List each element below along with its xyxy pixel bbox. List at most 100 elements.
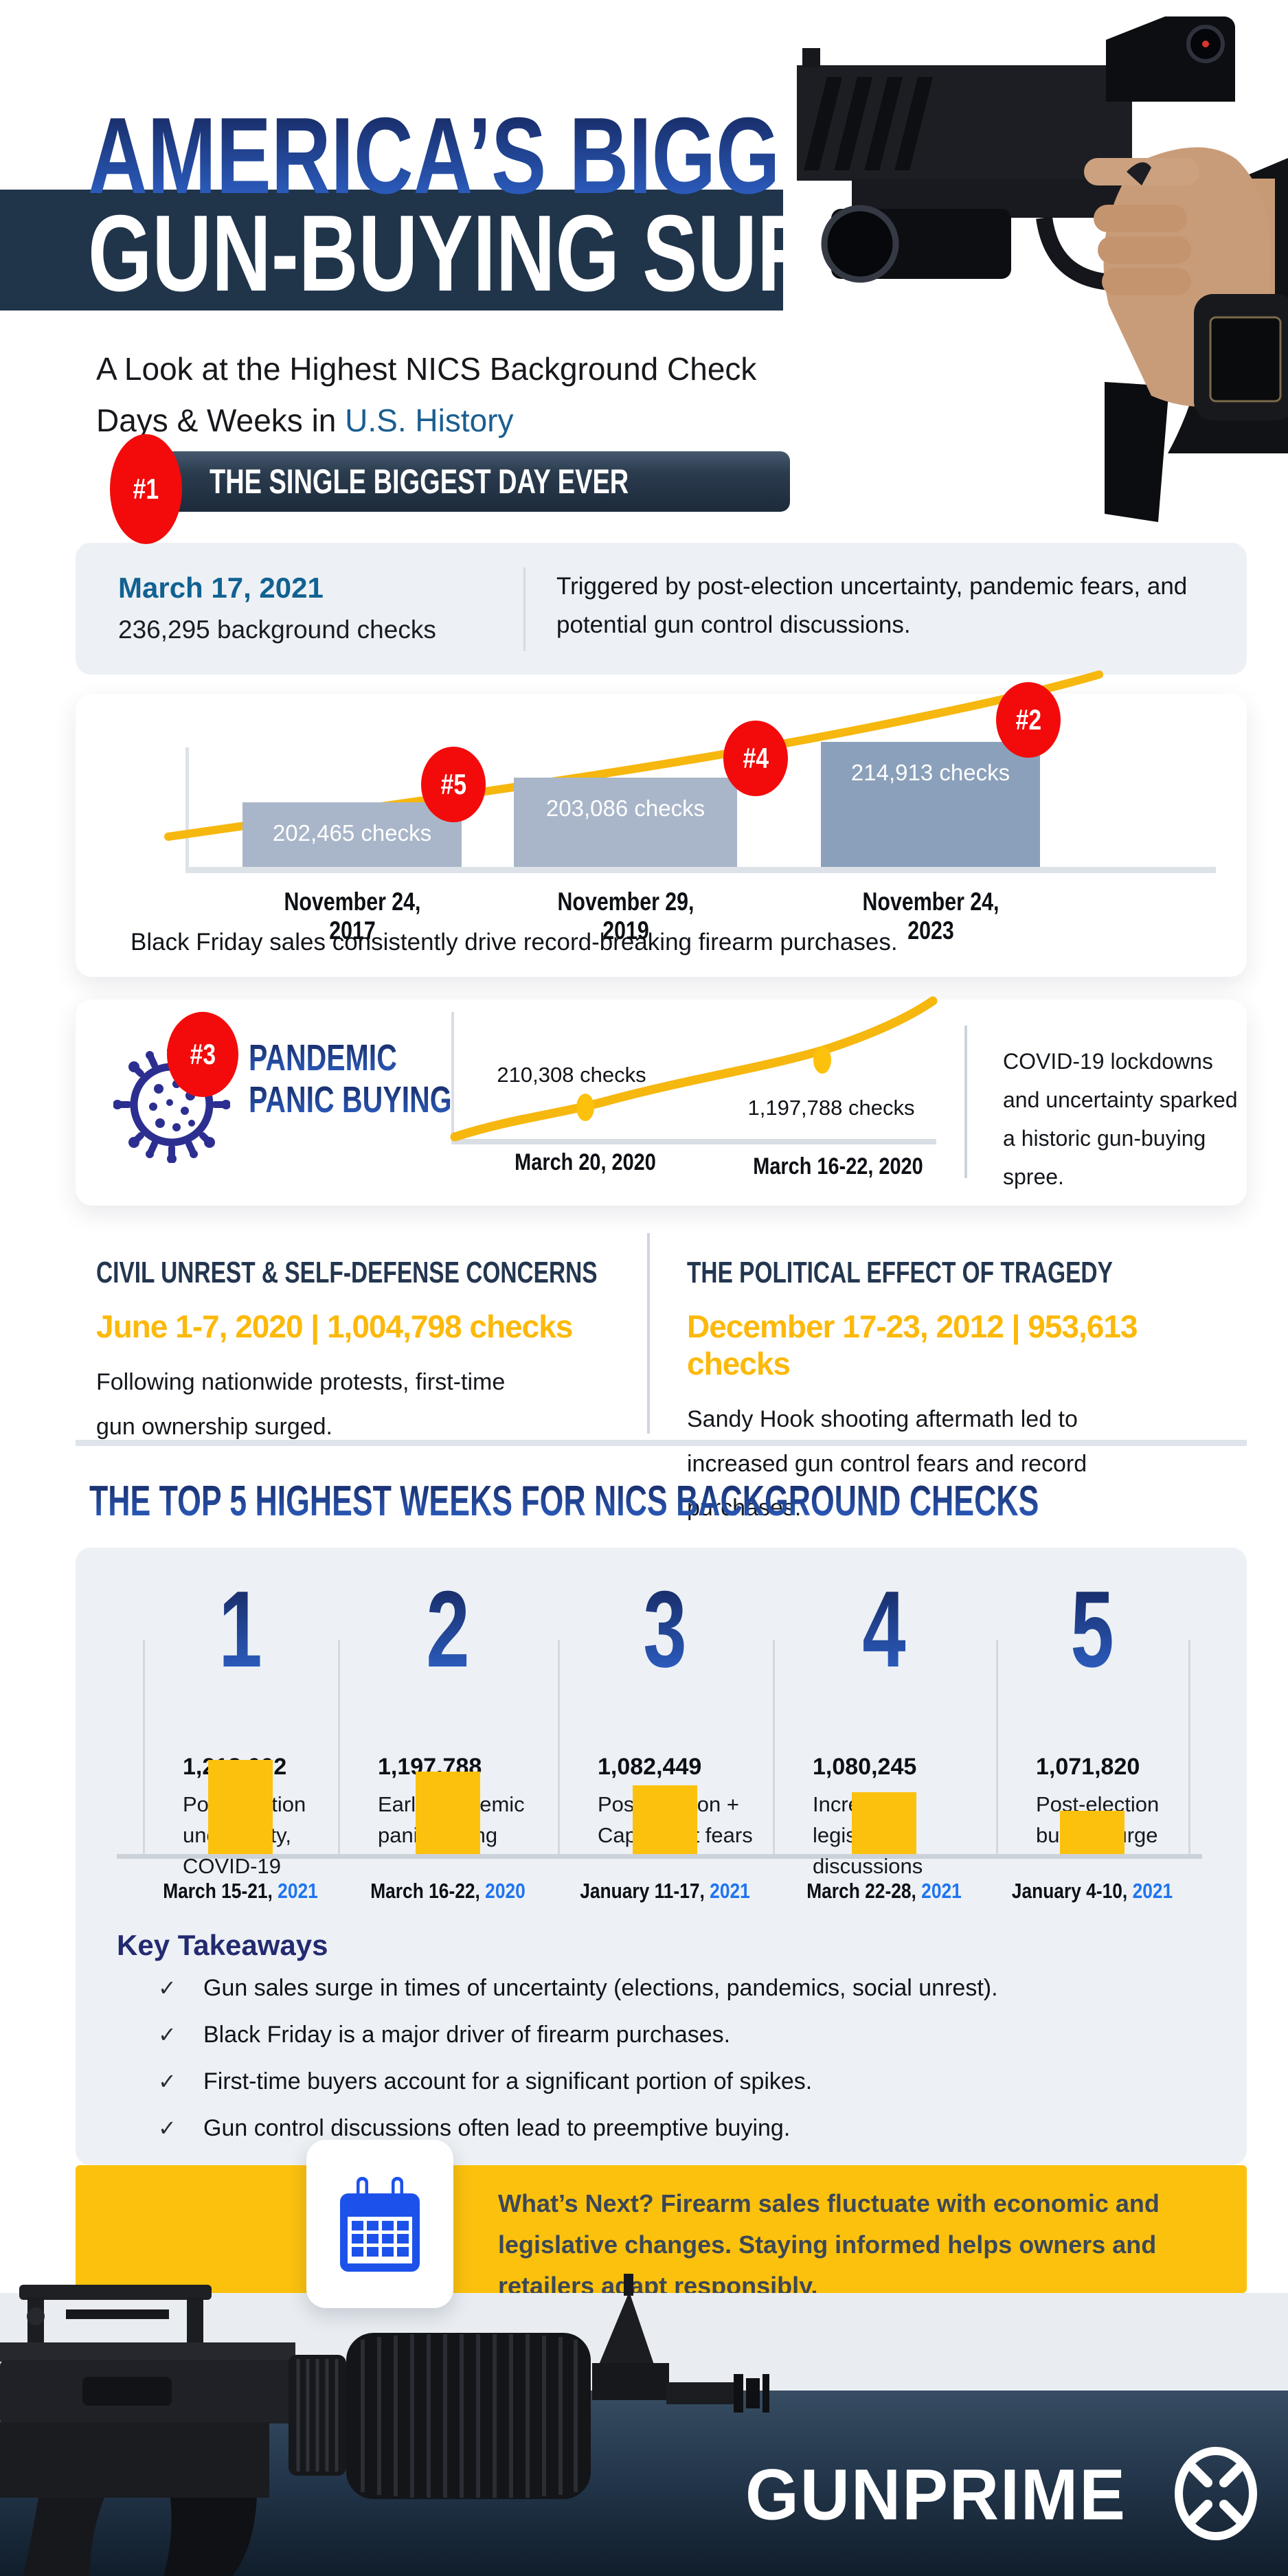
- date-text: January 11-17,: [580, 1879, 710, 1903]
- point-date-label: March 16-22, 2020: [753, 1153, 923, 1179]
- rifle-photo: [0, 2274, 769, 2576]
- title-band: [0, 190, 815, 310]
- pandemic-points: 210,308 checks March 20, 2020 1,197,788 ch…: [76, 999, 1247, 1206]
- rank1-badge: #1: [110, 434, 182, 544]
- y-axis: [185, 747, 189, 871]
- date-text: March 15-21,: [163, 1879, 278, 1903]
- date-year: 2020: [485, 1879, 526, 1903]
- week-date: January 11-17, 2021: [578, 1879, 753, 1903]
- takeaway-text: Gun control discussions often lead to pr…: [203, 2115, 791, 2141]
- week-date: March 22-28, 2021: [797, 1879, 972, 1903]
- pandemic-card: #3 PANDEMIC PANIC BUYING 210,308 checks M…: [76, 996, 1247, 1206]
- rank-number: 5: [1052, 1575, 1131, 1684]
- subtitle-text: A Look at the Highest NICS Background Ch…: [96, 351, 757, 438]
- event-stat: December 17-23, 2012 | 953,613 checks: [687, 1309, 1138, 1381]
- bar: [416, 1772, 480, 1854]
- takeaway-item: ✓ Gun control discussions often lead to p…: [158, 2115, 790, 2142]
- page-subtitle: A Look at the Highest NICS Background Ch…: [96, 343, 783, 446]
- bar: [633, 1785, 697, 1854]
- biggest-day-description: Triggered by post-election uncertainty, …: [556, 573, 1188, 638]
- pandemic-description: COVID-19 lockdowns and uncertainty spark…: [1003, 1049, 1238, 1189]
- rank3-badge: #3: [167, 1012, 238, 1097]
- bar: 203,086 checks: [514, 778, 737, 867]
- rank-number: 1: [201, 1575, 280, 1684]
- check-icon: ✓: [158, 2022, 177, 2047]
- week-date: March 16-22, 2020: [361, 1879, 536, 1903]
- pandemic-title-line2: PANIC BUYING: [249, 1079, 452, 1121]
- top5-heading: THE TOP 5 HIGHEST WEEKS FOR NICS BACKGRO…: [89, 1477, 1288, 1526]
- pistol-illustration: [783, 0, 1288, 522]
- single-biggest-day-card: March 17, 2021 236,295 background checks…: [76, 543, 1247, 675]
- calendar-icon-box: [306, 2140, 453, 2308]
- section-divider: [76, 1440, 1247, 1446]
- top5-card: 11,218,002Post-election uncertainty, COV…: [76, 1548, 1247, 2165]
- data-point: [576, 1094, 594, 1121]
- date-text: January 4-10,: [1011, 1879, 1133, 1903]
- bar: 202,465 checks: [242, 802, 462, 867]
- data-point: [813, 1046, 831, 1074]
- event-tragedy: THE POLITICAL EFFECT OF TRAGEDY December…: [687, 1256, 1209, 1530]
- week-value: 1,082,449: [598, 1754, 702, 1780]
- biggest-day-date: March 17, 2021: [118, 572, 324, 604]
- takeaway-item: ✓ Black Friday is a major driver of firea…: [158, 2022, 730, 2048]
- rifle-illustration: [0, 2274, 769, 2576]
- top5-columns: 11,218,002Post-election uncertainty, COV…: [76, 1548, 1247, 2165]
- date-year: 2021: [921, 1879, 962, 1903]
- pistol-photo: [783, 0, 1288, 529]
- check-icon: ✓: [158, 1976, 177, 2000]
- event-heading: CIVIL UNREST & SELF-DEFENSE CONCERNS: [96, 1256, 598, 1289]
- takeaway-item: ✓ Gun sales surge in times of uncertainty…: [158, 1975, 998, 2002]
- rank-badge-label: #4: [743, 742, 769, 774]
- rank-number: 3: [625, 1575, 704, 1684]
- column-divider: [1188, 1640, 1190, 1854]
- column-divider: [773, 1640, 775, 1854]
- bar: 214,913 checks: [821, 742, 1040, 867]
- calendar-icon: [340, 2176, 420, 2272]
- pandemic-title: PANDEMIC PANIC BUYING: [249, 1037, 516, 1121]
- x-axis: [451, 1139, 936, 1144]
- event-heading: THE POLITICAL EFFECT OF TRAGEDY: [687, 1256, 1113, 1289]
- date-year: 2021: [278, 1879, 318, 1903]
- bar-category-label: November 24, 2017: [283, 888, 420, 945]
- date-year: 2021: [710, 1879, 750, 1903]
- event-stat: June 1-7, 2020 | 1,004,798 checks: [96, 1309, 573, 1344]
- subtitle-highlight: U.S. History: [345, 402, 514, 438]
- point-value-label: 1,197,788 checks: [747, 1096, 915, 1120]
- biggest-day-stat: 236,295 background checks: [118, 615, 436, 644]
- point-value-label: 210,308 checks: [497, 1063, 646, 1087]
- key-takeaways-heading: Key Takeaways: [117, 1929, 328, 1961]
- black-friday-caption: Black Friday sales consistently drive re…: [131, 929, 898, 956]
- bar-value-label: 203,086 checks: [545, 795, 705, 821]
- bar: [208, 1760, 273, 1854]
- check-icon: ✓: [158, 2116, 177, 2140]
- rank-number: 2: [408, 1575, 487, 1684]
- column-divider: [558, 1640, 560, 1854]
- single-biggest-day-title: THE SINGLE BIGGEST DAY EVER: [210, 462, 629, 501]
- brand-reticle-icon: [1168, 2445, 1264, 2545]
- bar-value-label: 214,913 checks: [850, 760, 1010, 785]
- bar-category-label: November 29, 2019: [556, 888, 694, 945]
- column-divider: [338, 1640, 340, 1854]
- week-value: 1,071,820: [1036, 1754, 1140, 1780]
- rank1-badge-label: #1: [133, 473, 159, 505]
- column-divider: [996, 1640, 998, 1854]
- column-divider: [143, 1640, 145, 1854]
- brand-logo: GUNPRIME: [745, 2454, 1127, 2537]
- event-description: Sandy Hook shooting aftermath led to inc…: [687, 1406, 1087, 1521]
- rank-badge-label: #5: [440, 768, 466, 800]
- point-date-label: March 20, 2020: [515, 1149, 656, 1175]
- x-axis: [117, 1854, 1202, 1859]
- bar: [1060, 1811, 1125, 1854]
- single-biggest-day-header: THE SINGLE BIGGEST DAY EVER: [120, 451, 790, 512]
- check-icon: ✓: [158, 2069, 177, 2094]
- top5-heading-text: THE TOP 5 HIGHEST WEEKS FOR NICS BACKGRO…: [89, 1478, 1039, 1525]
- rank-badge: #4: [723, 721, 788, 796]
- rank-number: 4: [844, 1575, 923, 1684]
- vertical-divider: [523, 567, 526, 651]
- week-date: March 15-21, 2021: [153, 1879, 328, 1903]
- takeaway-text: Black Friday is a major driver of firear…: [203, 2022, 731, 2048]
- rank-badge: #2: [996, 682, 1061, 758]
- black-friday-chart: 202,465 checks November 24, 2017 #5 203,086…: [76, 670, 1247, 977]
- black-friday-card: 202,465 checks November 24, 2017 #5 203,086…: [76, 670, 1247, 977]
